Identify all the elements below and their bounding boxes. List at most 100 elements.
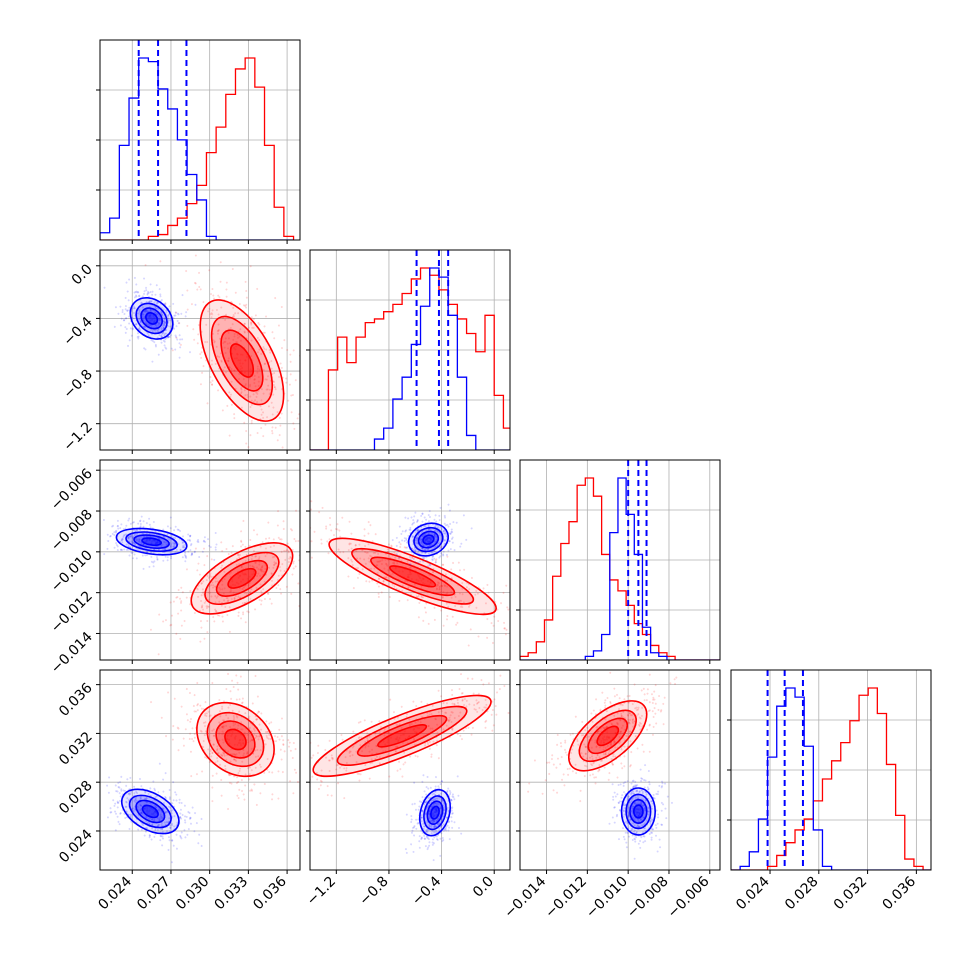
sample-point xyxy=(142,567,145,570)
sample-point xyxy=(251,702,254,705)
sample-point xyxy=(128,793,131,796)
sample-point xyxy=(130,535,133,538)
sample-point xyxy=(412,519,415,522)
sample-point xyxy=(452,521,455,524)
sample-point xyxy=(210,755,213,758)
sample-point xyxy=(255,395,258,398)
sample-point xyxy=(277,770,280,773)
sample-point xyxy=(421,810,424,813)
sample-point xyxy=(246,610,249,613)
panel-2-0: −0.014−0.012−0.010−0.008−0.006 xyxy=(48,459,301,677)
sample-point xyxy=(376,571,379,574)
sample-point xyxy=(124,527,127,530)
sample-point xyxy=(491,729,494,732)
sample-point xyxy=(165,329,168,332)
sample-point xyxy=(484,706,487,709)
sample-point xyxy=(424,524,427,527)
sample-point xyxy=(398,525,401,528)
sample-point xyxy=(453,702,456,705)
sample-point xyxy=(567,773,570,776)
sample-point xyxy=(590,763,593,766)
sample-point xyxy=(258,763,261,766)
sample-point xyxy=(256,371,259,374)
sample-point xyxy=(167,537,170,540)
sample-point xyxy=(233,596,236,599)
sample-point xyxy=(190,775,193,778)
sample-point xyxy=(428,510,431,513)
sample-point xyxy=(606,731,609,734)
sample-point xyxy=(236,554,239,557)
sample-point xyxy=(359,773,362,776)
sample-point xyxy=(438,532,441,535)
sample-point xyxy=(491,700,494,703)
sample-point xyxy=(221,726,224,729)
sample-point xyxy=(131,328,134,331)
sample-point xyxy=(594,739,597,742)
sample-point xyxy=(429,581,432,584)
sample-point xyxy=(613,806,616,809)
sample-point xyxy=(136,529,139,532)
sample-point xyxy=(420,829,423,832)
sample-point xyxy=(201,591,204,594)
sample-point xyxy=(142,525,145,528)
sample-point xyxy=(240,795,243,798)
sample-point xyxy=(463,704,466,707)
sample-point xyxy=(247,584,250,587)
sample-point xyxy=(124,308,127,311)
sample-point xyxy=(175,335,178,338)
sample-point xyxy=(198,555,201,558)
sample-point xyxy=(120,548,123,551)
sample-point xyxy=(430,538,433,541)
sample-point xyxy=(196,569,199,572)
sample-point xyxy=(239,362,242,365)
sample-point xyxy=(130,534,133,537)
sample-point xyxy=(145,797,148,800)
sample-point xyxy=(255,391,258,394)
sample-point xyxy=(242,793,245,796)
sample-point xyxy=(420,540,423,543)
sample-point xyxy=(494,705,497,708)
sample-point xyxy=(244,773,247,776)
sample-point xyxy=(249,789,252,792)
sample-point xyxy=(435,809,438,812)
sample-point xyxy=(149,324,152,327)
sample-point xyxy=(203,601,206,604)
sample-point xyxy=(119,812,122,815)
sample-point xyxy=(162,326,165,329)
sample-point xyxy=(241,760,244,763)
sample-point xyxy=(240,391,243,394)
sample-point xyxy=(159,260,162,263)
sample-point xyxy=(266,388,269,391)
sample-point xyxy=(137,328,140,331)
contour-line xyxy=(328,537,497,616)
sample-point xyxy=(150,560,153,563)
sample-point xyxy=(434,797,437,800)
sample-point xyxy=(206,555,209,558)
sample-point xyxy=(231,323,234,326)
sample-point xyxy=(645,699,648,702)
sample-point xyxy=(218,739,221,742)
sample-point xyxy=(470,576,473,579)
sample-point xyxy=(154,789,157,792)
sample-point xyxy=(597,729,600,732)
sample-point xyxy=(387,738,390,741)
sample-point xyxy=(571,748,574,751)
sample-point xyxy=(224,337,227,340)
sample-point xyxy=(162,327,165,330)
sample-point xyxy=(592,762,595,765)
sample-point xyxy=(226,597,229,600)
sample-point xyxy=(413,521,416,524)
sample-point xyxy=(151,360,154,363)
sample-point xyxy=(409,571,412,574)
sample-point xyxy=(176,338,179,341)
sample-point xyxy=(382,580,385,583)
sample-point xyxy=(515,695,518,698)
sample-point xyxy=(173,542,176,545)
sample-point xyxy=(148,300,151,303)
sample-point xyxy=(556,743,559,746)
sample-point xyxy=(255,790,258,793)
sample-point xyxy=(406,576,409,579)
sample-point xyxy=(420,596,423,599)
sample-point xyxy=(184,821,187,824)
sample-point xyxy=(218,732,221,735)
